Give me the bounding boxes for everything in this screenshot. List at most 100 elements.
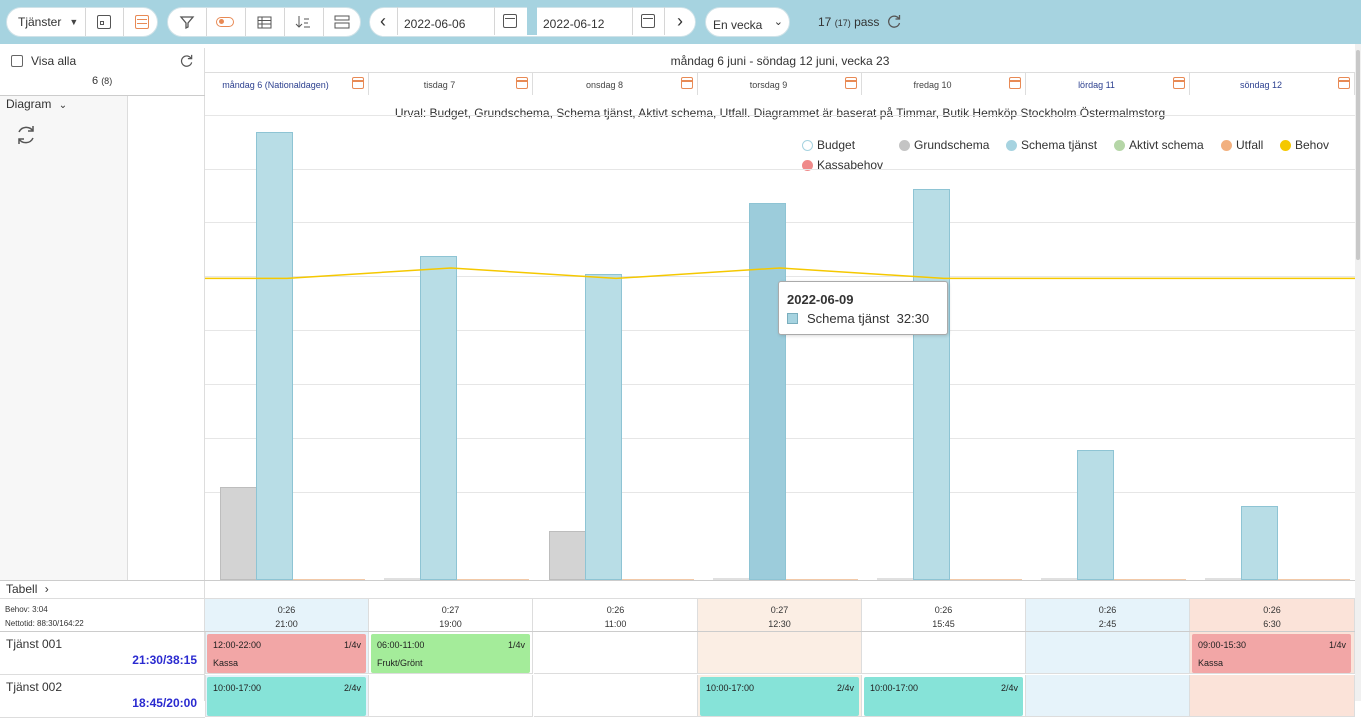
period-select[interactable]: En vecka ⌄ [705, 7, 790, 37]
services-dropdown[interactable]: Tjänster ▼ [18, 15, 79, 29]
calendar-week-icon [135, 15, 149, 29]
show-all-label: Visa alla [31, 54, 77, 68]
chart-caption: Urval: Budget, Grundschema, Schema tjäns… [394, 106, 1166, 120]
schedule-cell[interactable] [1190, 675, 1355, 717]
bar-schema-tjanst[interactable] [1077, 450, 1114, 580]
schedule-cell[interactable] [1026, 632, 1190, 674]
refresh-icon[interactable] [179, 53, 194, 68]
bar-utfall [622, 579, 694, 580]
shift-block[interactable]: 12:00-22:00 1/4v Kassa [207, 634, 366, 673]
view-group: Tjänster ▼ [6, 7, 158, 37]
day-header[interactable]: söndag 12 [1190, 73, 1355, 95]
sort-button[interactable] [284, 8, 322, 36]
schedule-cell[interactable] [369, 675, 533, 717]
behov-series-line [205, 267, 1355, 280]
sort-icon [295, 16, 310, 28]
schedule-cell[interactable] [534, 675, 698, 717]
day-summary-cell: 0:26 11:00 [534, 599, 698, 631]
toolbar: Tjänster ▼ [0, 0, 1361, 44]
bar-schema-tjanst[interactable] [585, 273, 622, 580]
calendar-icon[interactable] [1009, 77, 1021, 89]
show-all-checkbox[interactable] [11, 55, 23, 67]
calendar-icon[interactable] [1338, 77, 1350, 89]
shift-block[interactable]: 06:00-11:00 1/4v Frukt/Grönt [371, 634, 530, 673]
bar-schema-tjanst[interactable] [420, 256, 457, 580]
shift-block[interactable]: 10:00-17:00 2/4v [864, 677, 1023, 716]
bar-schema-tjanst[interactable] [1241, 505, 1278, 580]
next-period-button[interactable]: › [665, 7, 695, 35]
gridline [205, 115, 1355, 116]
legend-item[interactable]: Budget [802, 138, 855, 152]
week-title: måndag 6 juni - söndag 12 juni, vecka 23 [205, 48, 1355, 73]
legend-dot-icon [1114, 139, 1125, 151]
scrollbar[interactable] [1355, 44, 1361, 701]
day-summary-cell: 0:26 2:45 [1026, 599, 1190, 631]
table-header-strip [205, 580, 1355, 599]
schedule-cell[interactable] [1026, 675, 1190, 717]
day-header[interactable]: lördag 11 [1026, 73, 1190, 95]
calendar-day-button[interactable] [85, 8, 123, 36]
prev-period-button[interactable]: ‹ [369, 7, 397, 35]
legend-item[interactable]: Aktivt schema [1114, 138, 1204, 152]
day-header[interactable]: måndag 6 (Nationaldagen) [205, 73, 369, 95]
chevron-right-icon: › [44, 582, 49, 596]
legend-item[interactable]: Kassabehov [802, 158, 883, 172]
calendar-week-button[interactable] [123, 8, 157, 36]
chart-area: Urval: Budget, Grundschema, Schema tjäns… [205, 96, 1355, 580]
day-header[interactable]: fredag 10 [862, 73, 1026, 95]
calendar-icon[interactable] [1173, 77, 1185, 89]
bar-utfall [950, 579, 1022, 580]
day-summary-cell: 0:26 6:30 [1190, 599, 1355, 631]
legend-dot-icon [1006, 139, 1017, 151]
legend-item[interactable]: Behov [1280, 138, 1329, 152]
refresh-icon[interactable] [886, 13, 902, 29]
filter-button[interactable] [168, 8, 206, 36]
schedule-cell[interactable] [534, 632, 698, 674]
end-date-input[interactable]: 2022-06-12 [543, 17, 605, 31]
bar-schema-tjanst[interactable] [256, 132, 293, 580]
calendar-icon[interactable] [352, 77, 364, 89]
service-name[interactable]: Tjänst 002 [6, 680, 63, 694]
layout-button[interactable] [323, 8, 360, 36]
legend-item[interactable]: Grundschema [899, 138, 989, 152]
shift-block[interactable]: 10:00-17:00 2/4v [207, 677, 366, 716]
toggle-icon [216, 17, 234, 27]
bar-schema-tjanst[interactable] [913, 189, 950, 580]
shift-block[interactable]: 09:00-15:30 1/4v Kassa [1192, 634, 1351, 673]
toggle-button[interactable] [206, 8, 244, 36]
service-total: 21:30/38:15 [132, 653, 197, 667]
refresh-large-icon[interactable] [14, 123, 38, 147]
service-name[interactable]: Tjänst 001 [6, 637, 63, 651]
date-range-group: ‹ 2022-06-06 2022-06-12 › [369, 7, 696, 37]
legend-dot-icon [802, 139, 813, 151]
legend-dot-icon [1221, 139, 1232, 151]
day-header[interactable]: onsdag 8 [534, 73, 698, 95]
calendar-icon[interactable] [516, 77, 528, 89]
legend-item[interactable]: Schema tjänst [1006, 138, 1097, 152]
day-header[interactable]: tisdag 7 [369, 73, 533, 95]
calendar-icon[interactable] [845, 77, 857, 89]
day-summary-cell: 0:26 21:00 [205, 599, 369, 631]
start-date-input[interactable]: 2022-06-06 [404, 17, 466, 31]
table-toggle[interactable]: Tabell › [6, 582, 49, 596]
schedule-cell[interactable] [862, 632, 1026, 674]
diagram-toggle[interactable]: Diagram ⌄ [6, 97, 68, 111]
end-date-picker[interactable] [632, 7, 664, 35]
chevron-right-icon: › [677, 10, 683, 31]
chevron-down-icon: ⌄ [58, 100, 68, 111]
bar-schema-tjanst[interactable] [749, 203, 786, 580]
day-header[interactable]: torsdag 9 [698, 73, 862, 95]
legend-dot-icon [899, 139, 910, 151]
start-date-picker[interactable] [494, 7, 526, 35]
schedule-cell[interactable] [698, 632, 862, 674]
calendar-icon[interactable] [681, 77, 693, 89]
table-button[interactable] [245, 8, 283, 36]
legend-item[interactable]: Utfall [1221, 138, 1263, 152]
tooltip-series: Schema tjänst 32:30 [807, 311, 930, 326]
shift-block[interactable]: 10:00-17:00 2/4v [700, 677, 859, 716]
gridline [205, 169, 1355, 170]
bar-grundschema[interactable] [549, 531, 586, 580]
table-icon [257, 16, 271, 28]
bar-utfall [1278, 579, 1350, 580]
scrollbar-thumb[interactable] [1356, 50, 1360, 260]
